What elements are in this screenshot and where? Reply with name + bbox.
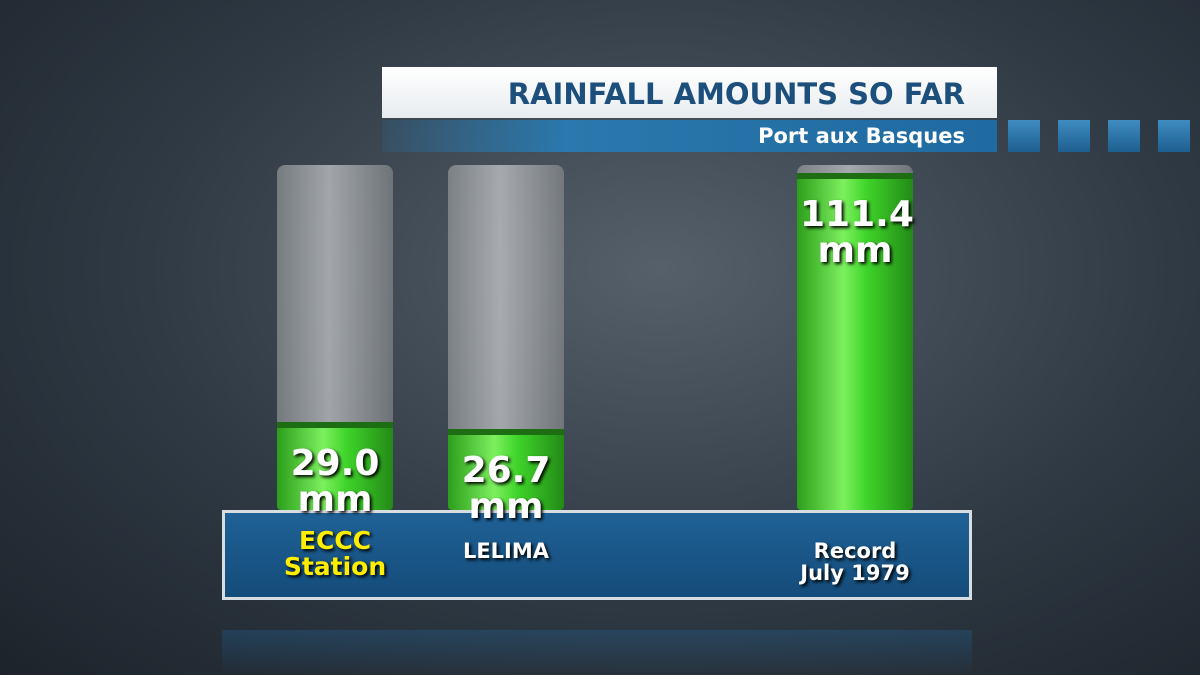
category-label: Record July 1979 xyxy=(800,539,910,586)
reflection xyxy=(222,630,972,675)
title-box: RAINFALL AMOUNTS SO FAR xyxy=(382,67,997,118)
decor-square xyxy=(1058,120,1090,152)
decor-square xyxy=(1008,120,1040,152)
decor-square xyxy=(1108,120,1140,152)
chart-subtitle: Port aux Basques xyxy=(758,124,965,148)
chart-title: RAINFALL AMOUNTS SO FAR xyxy=(507,77,965,111)
value-label: 29.0 mm xyxy=(290,443,380,521)
decor-square xyxy=(1158,120,1190,152)
bar xyxy=(797,173,913,510)
value-label: 111.4 mm xyxy=(800,194,914,271)
bar xyxy=(448,429,564,510)
bar xyxy=(277,422,393,510)
category-label: LELIMA xyxy=(462,539,550,563)
subtitle-box: Port aux Basques xyxy=(382,120,997,152)
category-label: ECCC Station xyxy=(283,526,387,582)
value-label: 26.7 mm xyxy=(461,450,551,528)
label-panel xyxy=(222,510,972,600)
